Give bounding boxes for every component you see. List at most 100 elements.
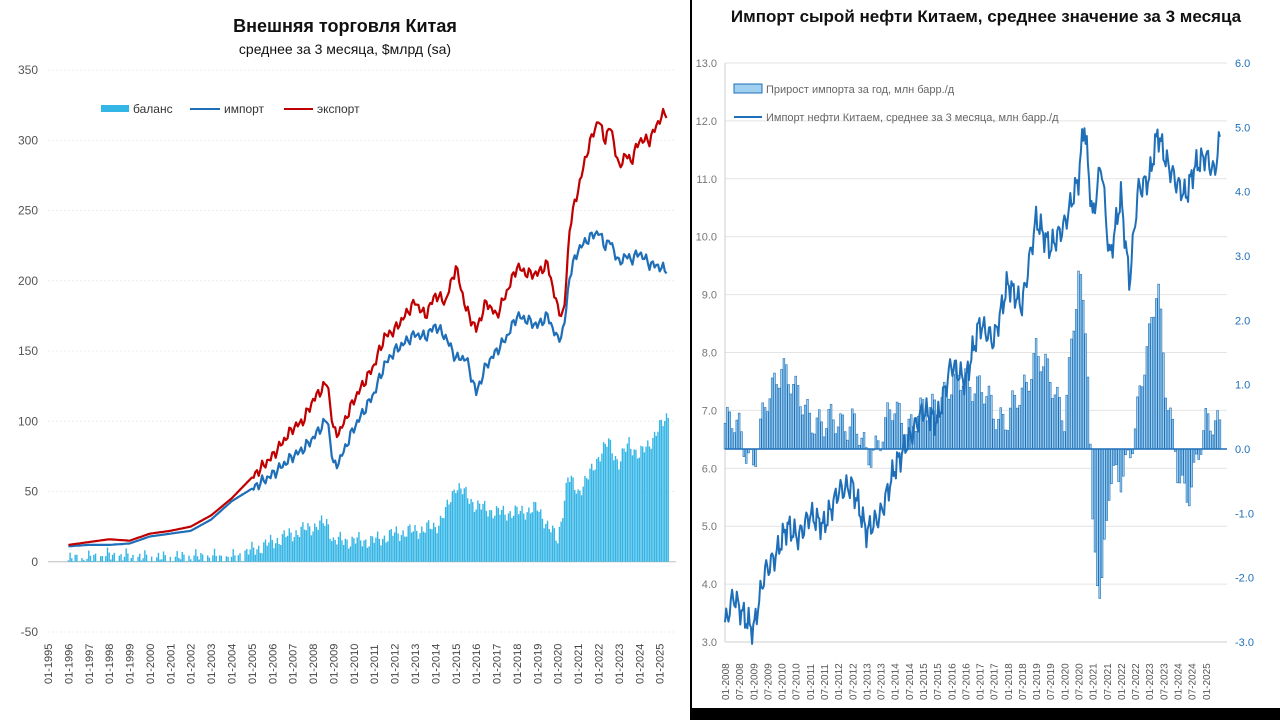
growth-bar bbox=[860, 437, 863, 450]
growth-bar bbox=[1110, 448, 1113, 484]
trade-chart-panel: Внешняя торговля Китая среднее за 3 меся… bbox=[0, 0, 690, 720]
growth-bar bbox=[1077, 270, 1080, 450]
balance-bar bbox=[555, 540, 557, 562]
growth-bar bbox=[999, 407, 1002, 450]
balance-bar bbox=[652, 437, 654, 562]
x-tick-label: 07-2017 bbox=[990, 663, 1001, 700]
growth-bar bbox=[950, 394, 953, 450]
growth-bar bbox=[1138, 385, 1141, 450]
growth-bar bbox=[1016, 407, 1019, 450]
balance-bar bbox=[181, 551, 183, 562]
balance-bar bbox=[497, 507, 499, 562]
x-tick-label: 01-2011 bbox=[369, 644, 381, 684]
balance-bar bbox=[655, 435, 657, 562]
balance-bar bbox=[568, 481, 571, 562]
balance-bar bbox=[339, 531, 341, 562]
balance-bar bbox=[472, 502, 474, 562]
growth-bar bbox=[1183, 448, 1186, 484]
balance-bar bbox=[504, 514, 506, 562]
x-tick-label: 07-2013 bbox=[877, 663, 888, 700]
balance-bar bbox=[82, 559, 85, 562]
balance-bar bbox=[594, 469, 596, 562]
balance-bar bbox=[305, 530, 307, 562]
growth-bar bbox=[1030, 379, 1033, 450]
balance-bar bbox=[274, 543, 277, 562]
balance-bar bbox=[208, 557, 211, 562]
growth-bar bbox=[876, 440, 880, 450]
balance-bar bbox=[371, 536, 374, 562]
balance-bar bbox=[400, 535, 403, 562]
growth-bar bbox=[1166, 410, 1170, 450]
balance-bar bbox=[650, 448, 652, 562]
balance-bar bbox=[572, 477, 574, 562]
balance-bar bbox=[142, 558, 144, 562]
balance-bar bbox=[276, 537, 279, 562]
balance-bar bbox=[602, 442, 605, 562]
growth-bar bbox=[867, 448, 870, 466]
balance-bar bbox=[315, 526, 318, 562]
growth-bar bbox=[1051, 398, 1054, 450]
balance-bar bbox=[207, 555, 209, 562]
balance-bar bbox=[601, 453, 603, 562]
growth-bar bbox=[801, 414, 804, 450]
growth-bar bbox=[1041, 366, 1045, 450]
growth-bar bbox=[728, 411, 731, 450]
balance-bar bbox=[621, 448, 624, 562]
growth-bar bbox=[1152, 316, 1156, 450]
y-tick-label: 250 bbox=[18, 204, 38, 218]
x-tick-label: 07-2008 bbox=[735, 663, 746, 700]
x-tick-label: 07-2019 bbox=[1046, 663, 1057, 700]
growth-bar bbox=[987, 385, 991, 450]
balance-bar bbox=[608, 438, 610, 562]
x-tick-label: 07-2010 bbox=[792, 663, 803, 700]
left-y-tick-label: 4.0 bbox=[702, 579, 717, 591]
balance-bar bbox=[257, 545, 260, 562]
balance-bar bbox=[191, 561, 194, 562]
balance-bar bbox=[84, 561, 87, 562]
balance-bar bbox=[609, 439, 612, 562]
balance-bar bbox=[96, 561, 98, 562]
growth-bar bbox=[806, 399, 809, 450]
balance-bar bbox=[473, 511, 476, 562]
x-tick-label: 01-2014 bbox=[430, 644, 442, 684]
growth-bar bbox=[973, 393, 977, 450]
balance-bar bbox=[638, 457, 640, 562]
growth-bar bbox=[985, 396, 988, 450]
growth-bar bbox=[855, 433, 859, 450]
balance-bar bbox=[103, 561, 105, 562]
balance-bar bbox=[574, 489, 576, 562]
growth-bar bbox=[881, 441, 885, 450]
balance-bar bbox=[422, 531, 425, 562]
x-tick-label: 01-1999 bbox=[125, 644, 137, 684]
growth-bar bbox=[1011, 390, 1014, 450]
x-tick-label: 01-2024 bbox=[634, 644, 646, 684]
balance-bar bbox=[76, 554, 78, 562]
balance-bar bbox=[487, 516, 489, 562]
balance-bar bbox=[521, 505, 523, 562]
balance-bar bbox=[342, 544, 345, 562]
export-line bbox=[68, 107, 668, 546]
growth-bar bbox=[1046, 358, 1050, 450]
balance-bar bbox=[242, 561, 245, 562]
growth-bar bbox=[832, 419, 835, 450]
balance-bar bbox=[540, 509, 542, 562]
balance-bar bbox=[210, 561, 212, 562]
growth-bar bbox=[891, 420, 894, 450]
right-y-tick-label: 4.0 bbox=[1235, 187, 1250, 199]
balance-bar bbox=[125, 548, 127, 562]
growth-bar bbox=[1206, 413, 1210, 450]
balance-bar bbox=[336, 544, 338, 562]
balance-bar bbox=[489, 510, 491, 562]
growth-bar bbox=[1044, 353, 1047, 450]
growth-bar bbox=[1082, 299, 1085, 450]
growth-bar bbox=[997, 419, 1000, 450]
x-tick-label: 01-2022 bbox=[594, 644, 606, 684]
left-y-tick-label: 5.0 bbox=[702, 521, 717, 533]
x-tick-label: 01-2015 bbox=[451, 644, 463, 684]
growth-bar bbox=[1216, 410, 1219, 450]
growth-bar bbox=[1143, 374, 1146, 450]
balance-bar bbox=[176, 551, 178, 562]
growth-bar bbox=[851, 408, 854, 450]
balance-bar bbox=[375, 537, 377, 562]
balance-bar bbox=[115, 561, 117, 562]
